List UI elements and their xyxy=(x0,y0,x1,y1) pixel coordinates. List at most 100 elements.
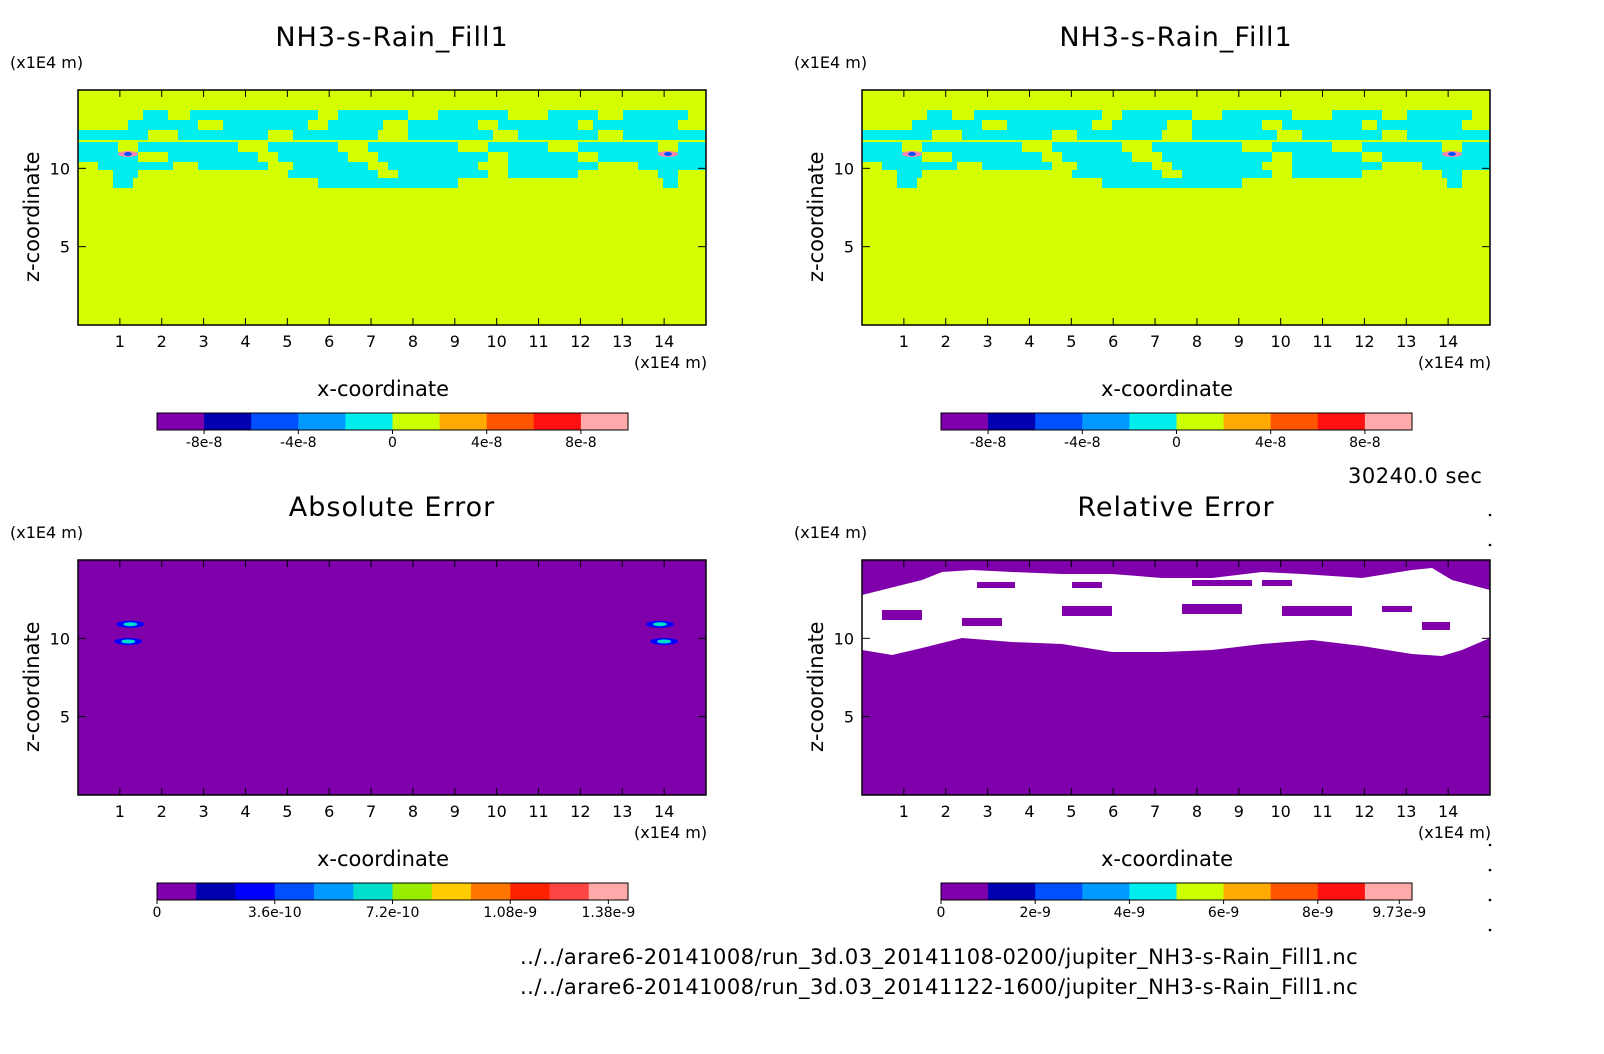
x-tick-label: 10 xyxy=(486,332,506,351)
colorbar-swatch xyxy=(353,883,393,900)
y-axis-unit: (x1E4 m) xyxy=(10,523,84,542)
colorbar-label: 1.38e-9 xyxy=(581,905,636,921)
x-tick-label: 12 xyxy=(570,802,590,821)
colorbar-swatch xyxy=(1317,883,1366,900)
plot-frame xyxy=(861,89,1491,326)
region-inclusion xyxy=(1282,606,1352,616)
x-tick-label: 3 xyxy=(983,332,993,351)
y-tick-label: 5 xyxy=(60,708,70,727)
x-tick-label: 1 xyxy=(899,802,909,821)
x-axis-unit: (x1E4 m) xyxy=(634,353,708,372)
x-tick-label: 3 xyxy=(199,802,209,821)
x-tick-label: 14 xyxy=(654,332,674,351)
x-tick-label: 6 xyxy=(324,802,334,821)
hotspot-mark xyxy=(664,152,672,156)
region-inclusion xyxy=(977,582,1015,588)
colorbar-label: -8e-8 xyxy=(185,435,223,451)
colorbar-label: 7.2e-10 xyxy=(365,905,420,921)
file-path-2: ../../arare6-20141008/run_3d.03_20141122… xyxy=(520,975,1359,999)
colorbar-swatch xyxy=(157,413,205,430)
y-tick-label: 10 xyxy=(50,159,70,178)
x-tick-label: 2 xyxy=(941,802,951,821)
x-tick-label: 6 xyxy=(324,332,334,351)
colorbar-swatch xyxy=(1223,883,1272,900)
x-tick-label: 13 xyxy=(612,802,632,821)
colorbar-label: -4e-8 xyxy=(1064,435,1101,451)
colorbar-swatch xyxy=(549,883,590,900)
x-tick-label: 10 xyxy=(486,802,506,821)
plot-frame xyxy=(861,559,1491,796)
region-inclusion xyxy=(962,618,1002,626)
x-tick-label: 11 xyxy=(1312,332,1332,351)
y-tick-label: 10 xyxy=(834,159,854,178)
colorbar-swatch xyxy=(1176,883,1225,900)
colorbar-frame xyxy=(940,882,1413,901)
region-inclusion xyxy=(1182,604,1242,614)
x-axis-unit: (x1E4 m) xyxy=(1418,353,1492,372)
x-tick-label: 8 xyxy=(1192,802,1202,821)
region-inclusion xyxy=(1382,606,1412,612)
colorbar-swatch xyxy=(251,413,299,430)
x-tick-label: 12 xyxy=(570,332,590,351)
colorbar-swatch xyxy=(298,413,346,430)
x-tick-label: 5 xyxy=(1066,802,1076,821)
x-tick-label: 14 xyxy=(654,802,674,821)
plot-title: NH3-s-Rain_Fill1 xyxy=(275,22,509,53)
x-tick-label: 14 xyxy=(1438,802,1458,821)
y-axis-unit: (x1E4 m) xyxy=(794,523,868,542)
colorbar-swatch xyxy=(1082,413,1130,430)
x-tick-label: 14 xyxy=(1438,332,1458,351)
x-tick-label: 1 xyxy=(115,332,125,351)
colorbar-swatch xyxy=(941,413,989,430)
colorbar-swatch xyxy=(204,413,252,430)
x-tick-label: 11 xyxy=(528,802,548,821)
colorbar-swatch xyxy=(392,413,441,430)
x-tick-label: 10 xyxy=(1270,332,1290,351)
time-label: 30240.0 sec xyxy=(1348,464,1483,488)
region-inclusion xyxy=(1062,606,1112,616)
colorbar-label: 1.08e-9 xyxy=(483,905,538,921)
x-tick-label: 10 xyxy=(1270,802,1290,821)
x-axis-label: x-coordinate xyxy=(317,847,450,871)
x-tick-label: 9 xyxy=(1234,332,1244,351)
y-tick-label: 5 xyxy=(844,238,854,257)
x-tick-label: 4 xyxy=(1024,332,1034,351)
hotspot-mark xyxy=(657,639,672,644)
colorbar-swatch xyxy=(988,883,1036,900)
y-tick-label: 5 xyxy=(60,238,70,257)
x-tick-label: 12 xyxy=(1354,332,1374,351)
x-tick-label: 13 xyxy=(1396,802,1416,821)
plot-frame xyxy=(77,89,707,326)
colorbar-swatch xyxy=(471,883,511,900)
x-tick-label: 2 xyxy=(157,802,167,821)
colorbar-swatch xyxy=(1082,883,1130,900)
x-tick-label: 11 xyxy=(528,332,548,351)
x-tick-label: 8 xyxy=(1192,332,1202,351)
x-axis-unit: (x1E4 m) xyxy=(634,823,708,842)
colorbar-label: 0 xyxy=(1172,435,1181,451)
colorbar-label: 3.6e-10 xyxy=(247,905,302,921)
x-tick-label: 7 xyxy=(366,802,376,821)
x-tick-label: 9 xyxy=(450,332,460,351)
field-background xyxy=(78,560,706,795)
cloud-layer xyxy=(862,110,1490,188)
colorbar-swatch xyxy=(941,883,989,900)
x-tick-label: 5 xyxy=(282,802,292,821)
x-tick-label: 2 xyxy=(157,332,167,351)
y-axis-unit: (x1E4 m) xyxy=(10,53,84,72)
x-tick-label: 8 xyxy=(408,332,418,351)
colorbar-swatch xyxy=(235,883,276,900)
colorbar-label: 4e-9 xyxy=(1113,905,1146,921)
region-inclusion xyxy=(1262,580,1292,586)
plot-title: Relative Error xyxy=(1077,492,1275,523)
region-inclusion xyxy=(1072,582,1102,588)
colorbar-swatch xyxy=(1317,413,1366,430)
colorbar-label: 8e-8 xyxy=(565,435,597,451)
y-tick-label: 10 xyxy=(834,629,854,648)
x-tick-label: 9 xyxy=(1234,802,1244,821)
colorbar-swatch xyxy=(533,413,582,430)
colorbar-label: 8e-9 xyxy=(1302,905,1334,921)
y-tick-label: 5 xyxy=(844,708,854,727)
colorbar-swatch xyxy=(196,883,236,900)
